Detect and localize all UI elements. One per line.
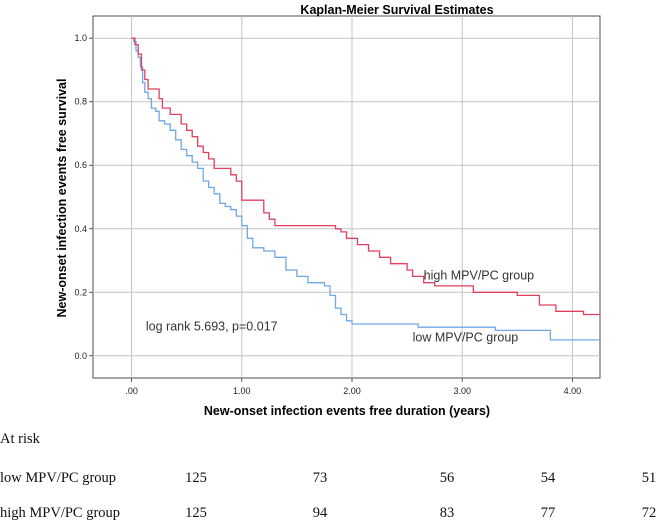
annotation-label: high MPV/PC group <box>424 269 535 283</box>
risk-row-label: high MPV/PC group <box>0 505 121 521</box>
risk-value: 77 <box>540 505 556 521</box>
risk-heading: At risk <box>0 431 40 447</box>
x-tick-label: 2.00 <box>343 386 361 396</box>
y-axis-ticks: 0.0 0.2 0.4 0.6 0.8 1.0 <box>74 33 93 361</box>
risk-value: 73 <box>312 470 328 486</box>
risk-value: 54 <box>540 470 556 486</box>
x-axis-ticks: .00 1.00 2.00 3.00 4.00 <box>125 378 581 396</box>
risk-value: 72 <box>641 505 657 521</box>
x-tick-label: 4.00 <box>564 386 582 396</box>
grid-lines <box>93 16 600 378</box>
risk-value: 94 <box>312 505 328 521</box>
x-tick-label: 3.00 <box>453 386 471 396</box>
annotations: high MPV/PC group low MPV/PC group log ran… <box>146 269 534 345</box>
y-tick-label: 1.0 <box>74 33 87 43</box>
y-tick-label: 0.2 <box>74 287 87 297</box>
risk-value: 125 <box>185 505 207 521</box>
risk-row-label: low MPV/PC group <box>0 470 117 486</box>
y-axis-label: New-onset infection events free survival <box>55 79 69 318</box>
x-axis-label: New-onset infection events free duration… <box>204 404 490 418</box>
y-tick-label: 0.4 <box>74 224 87 234</box>
y-tick-label: 0.0 <box>74 351 87 361</box>
x-tick-label: .00 <box>125 386 138 396</box>
curve-high-mpv-pc-group <box>131 37 600 316</box>
curve-low-mpv-pc-group <box>131 37 600 341</box>
annotation-label: log rank 5.693, p=0.017 <box>146 319 278 333</box>
risk-value: 125 <box>185 470 207 486</box>
survival-curves <box>131 37 600 341</box>
annotation-label: low MPV/PC group <box>413 330 519 344</box>
x-tick-label: 1.00 <box>233 386 251 396</box>
chart-title: Kaplan-Meier Survival Estimates <box>300 3 493 17</box>
km-chart: 0.0 0.2 0.4 0.6 0.8 1.0 .00 1.00 2.00 3.00 4.00 h… <box>55 3 601 418</box>
risk-value: 51 <box>641 470 657 486</box>
y-tick-label: 0.8 <box>74 97 87 107</box>
y-tick-label: 0.6 <box>74 160 87 170</box>
risk-value: 56 <box>439 470 455 486</box>
risk-value: 83 <box>439 505 455 521</box>
